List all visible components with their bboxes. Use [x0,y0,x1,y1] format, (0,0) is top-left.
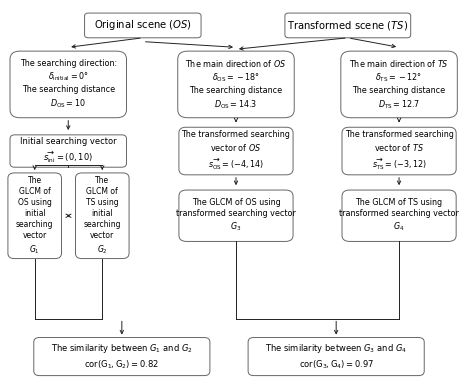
Text: The GLCM of TS using
transformed searching vector
$G_4$: The GLCM of TS using transformed searchi… [339,198,459,233]
Text: The transformed searching
vector of $\mathit{TS}$
$\overrightarrow{s_{\rm TS}}=(: The transformed searching vector of $\ma… [345,131,454,172]
FancyBboxPatch shape [248,338,424,376]
Text: The similarity between $G_1$ and $G_2$
$\rm cor(G_1,G_2)=0.82$: The similarity between $G_1$ and $G_2$ $… [51,343,192,371]
FancyBboxPatch shape [10,51,127,118]
Text: Initial searching vector
$\overrightarrow{s_{\rm ini}}=(0,10)$: Initial searching vector $\overrightarro… [20,137,117,165]
FancyBboxPatch shape [178,51,294,118]
FancyBboxPatch shape [75,173,129,259]
FancyBboxPatch shape [179,190,293,241]
Text: The transformed searching
vector of $\mathit{OS}$
$\overrightarrow{s_{\rm OS}}=(: The transformed searching vector of $\ma… [182,131,291,172]
Text: The similarity between $G_3$ and $G_4$
$\rm cor(G_3,G_4)=0.97$: The similarity between $G_3$ and $G_4$ $… [265,343,407,371]
Text: The
GLCM of
TS using
initial
searching
vector
$G_2$: The GLCM of TS using initial searching v… [83,176,121,256]
FancyBboxPatch shape [342,190,456,241]
FancyBboxPatch shape [341,51,457,118]
FancyBboxPatch shape [10,135,127,167]
FancyBboxPatch shape [285,13,411,38]
Text: The GLCM of OS using
transformed searching vector
$G_3$: The GLCM of OS using transformed searchi… [176,198,296,233]
FancyBboxPatch shape [8,173,62,259]
Text: Original scene ($\mathit{OS}$): Original scene ($\mathit{OS}$) [94,18,192,32]
Text: The
GLCM of
OS using
initial
searching
vector
$G_1$: The GLCM of OS using initial searching v… [16,176,54,256]
Text: The main direction of $\mathit{OS}$
$\delta_{\rm OS}=-18°$
The searching distanc: The main direction of $\mathit{OS}$ $\de… [185,58,287,111]
Text: Transformed scene ($\mathit{TS}$): Transformed scene ($\mathit{TS}$) [287,19,409,32]
FancyBboxPatch shape [342,127,456,175]
FancyBboxPatch shape [179,127,293,175]
Text: The searching direction:
$\delta_{\rm initial}=0°$
The searching distance
$D_{\r: The searching direction: $\delta_{\rm in… [20,59,117,110]
FancyBboxPatch shape [84,13,201,38]
FancyBboxPatch shape [34,338,210,376]
Text: The main direction of $\mathit{TS}$
$\delta_{\rm TS}=-12°$
The searching distanc: The main direction of $\mathit{TS}$ $\de… [349,58,449,111]
